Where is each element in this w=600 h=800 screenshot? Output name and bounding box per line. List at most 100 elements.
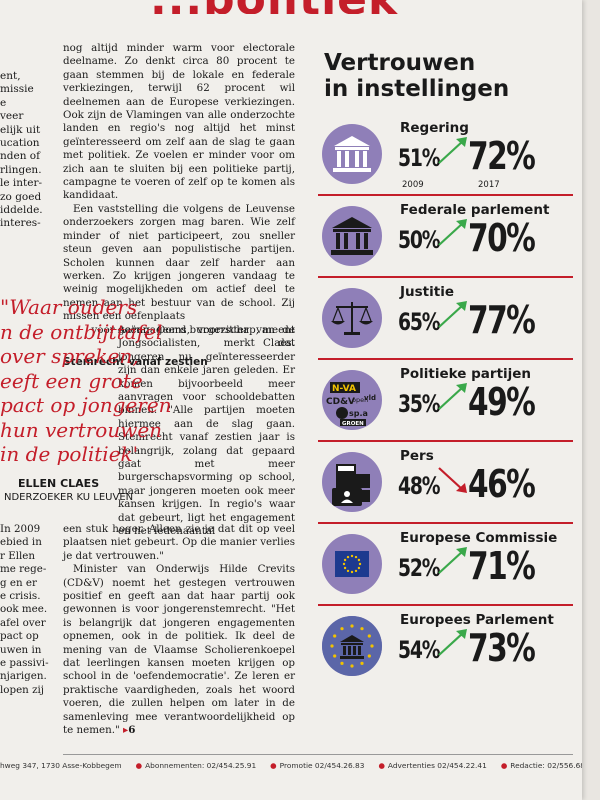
- svg-text:N-VA: N-VA: [332, 384, 356, 394]
- institution-label: Pers: [400, 448, 434, 464]
- left-column-fragments-bottom: In 2009 ebied in r Ellen me rege-g en er e c…: [0, 523, 60, 697]
- arrow-up-icon: [436, 218, 470, 248]
- trust-2009-value: 48%: [398, 472, 440, 500]
- main-article-column: nog altijd minder warm voor electorale d…: [63, 42, 295, 370]
- institution-row: N-VA CD&V open vld sp.a GROEN Politieke …: [318, 358, 573, 440]
- column-fragment-line: missie: [0, 83, 34, 96]
- column-fragment-line: pact op: [0, 630, 39, 643]
- institution-row: Regering 51% 72% 2009 2017: [318, 114, 573, 194]
- bullet-icon: ●: [270, 761, 277, 770]
- svg-text:CD&V: CD&V: [326, 397, 355, 407]
- trust-2017-value: 73%: [468, 626, 536, 670]
- institution-label: Europees Parlement: [400, 612, 554, 628]
- footer: hweg 347, 1730 Asse-Kobbegem ● Abonnemente…: [0, 761, 582, 783]
- arrow-up-icon: [436, 300, 470, 330]
- arrow-up-icon: [436, 546, 470, 576]
- article-column-narrow: Aaron Ooms, voorzitter van de Jongsocial…: [118, 324, 295, 539]
- bullet-icon: ●: [135, 761, 143, 770]
- paragraph: nog altijd minder warm voor electorale d…: [63, 42, 295, 202]
- institution-row: Justitie 65% 77%: [318, 276, 573, 358]
- column-fragment-line: le inter-: [0, 177, 43, 190]
- column-fragment-line: uwen in: [0, 643, 42, 656]
- trust-2017-value: 70%: [468, 216, 536, 260]
- paragraph: Minister van Onderwijs Hilde Crevits (CD…: [63, 563, 295, 737]
- column-fragment-line: zo goed: [0, 190, 42, 203]
- trust-2017-value: 71%: [468, 544, 536, 588]
- infographic-title: Vertrouwen in instellingen: [324, 50, 510, 102]
- pull-quote-text: "Waar ouders n de ontbijttafel over spre…: [0, 295, 172, 466]
- trust-2009-value: 50%: [398, 226, 440, 254]
- column-fragment-line: ook mee.: [0, 603, 48, 616]
- quote-author: ELLEN CLAES: [18, 476, 100, 490]
- paragraph: een stuk hoger. Alleen zie je dat dit op…: [63, 523, 295, 562]
- left-column-fragments-top: ent, missie e veer elijk uit ucation nden of rl…: [0, 70, 60, 231]
- column-fragment-line: nden of: [0, 150, 41, 163]
- column-fragment-line: In 2009: [0, 523, 41, 535]
- trust-2017-value: 77%: [468, 298, 536, 342]
- trust-2009-value: 52%: [398, 554, 440, 582]
- trust-2017-value: 49%: [468, 380, 536, 424]
- column-fragment-line: interes-: [0, 217, 41, 230]
- infographic-trust-in-institutions: Vertrouwen in instellingen Regering 51% …: [318, 50, 573, 686]
- column-fragment-line: iddelde.: [0, 204, 43, 217]
- page-reference: 6: [128, 724, 136, 737]
- institution-label: Europese Commissie: [400, 530, 558, 546]
- institution-row: Europese Commissie 52% 71%: [318, 522, 573, 604]
- year-label-from: 2009: [402, 180, 424, 190]
- arrow-up-icon: [436, 628, 470, 658]
- bullet-icon: ●: [500, 761, 508, 770]
- trust-2009-value: 51%: [398, 144, 440, 172]
- arrow-up-icon: [436, 382, 470, 412]
- end-mark: ▸: [123, 724, 129, 737]
- column-fragment-line: e passivi-: [0, 657, 49, 670]
- column-fragment-line: ucation: [0, 137, 40, 150]
- paragraph: voor geëngageerd burgerschap, meent Clae…: [91, 323, 295, 349]
- infographic-rows: Regering 51% 72% 2009 2017 Federale parl…: [318, 114, 573, 686]
- eu-parliament-icon: [322, 616, 382, 676]
- footer-divider: [63, 754, 573, 755]
- trust-2009-value: 65%: [398, 308, 440, 336]
- institution-label: Politieke partijen: [400, 366, 532, 382]
- article-column-bottom: een stuk hoger. Alleen zie je dat dit op…: [63, 523, 295, 738]
- svg-text:open: open: [352, 396, 368, 404]
- scales-icon: [322, 288, 382, 348]
- institution-row: Federale parlement 50% 70%: [318, 194, 573, 276]
- column-fragment-line: r Ellen: [0, 549, 36, 562]
- footer-item: Redactie: 02/556.68.11: [510, 761, 582, 770]
- arrow-up-icon: [436, 136, 470, 166]
- party-logos-icon: N-VA CD&V open vld sp.a GROEN: [322, 370, 382, 430]
- quote-author-role: NDERZOEKER KU LEUVEN: [4, 491, 134, 503]
- government-building-icon: [322, 124, 382, 184]
- column-fragment-line: njarigen.: [0, 670, 47, 683]
- trust-2017-value: 72%: [468, 134, 536, 178]
- column-fragment-line: rlingen.: [0, 163, 42, 176]
- pull-quote: "Waar ouders n de ontbijttafel over spre…: [0, 295, 200, 503]
- footer-item: Promotie 02/454.26.83: [279, 761, 365, 770]
- institution-row: Europees Parlement 54% 73%: [318, 604, 573, 686]
- bullet-icon: ●: [378, 761, 385, 770]
- column-fragment-line: e: [0, 96, 7, 109]
- arrow-down-icon: [436, 464, 470, 494]
- trust-2009-value: 35%: [398, 390, 440, 418]
- svg-text:vld: vld: [364, 394, 376, 402]
- press-icon: [322, 452, 382, 512]
- eu-flag-icon: [322, 534, 382, 594]
- paragraph: Een vaststelling die volgens de Leuvense…: [63, 202, 295, 323]
- column-fragment-line: afel over: [0, 616, 46, 629]
- trust-2009-value: 54%: [398, 636, 440, 664]
- column-fragment-line: veer: [0, 110, 24, 123]
- parliament-building-icon: [322, 206, 382, 266]
- svg-text:sp.a: sp.a: [349, 409, 368, 418]
- footer-item: hweg 347, 1730 Asse-Kobbegem: [0, 761, 122, 770]
- footer-item: Advertenties 02/454.22.41: [387, 761, 487, 770]
- institution-label: Federale parlement: [400, 202, 550, 218]
- column-fragment-line: me rege-: [0, 563, 47, 576]
- institution-label: Justitie: [400, 284, 454, 300]
- column-fragment-line: elijk uit: [0, 123, 41, 136]
- subheading: Stemrecht vanaf zestien: [63, 356, 208, 369]
- footer-item: Abonnementen: 02/454.25.91: [145, 761, 257, 770]
- column-fragment-line: ent,: [0, 70, 21, 82]
- column-fragment-line: ebied in: [0, 536, 42, 549]
- headline-fragment: ...politiek: [0, 0, 582, 14]
